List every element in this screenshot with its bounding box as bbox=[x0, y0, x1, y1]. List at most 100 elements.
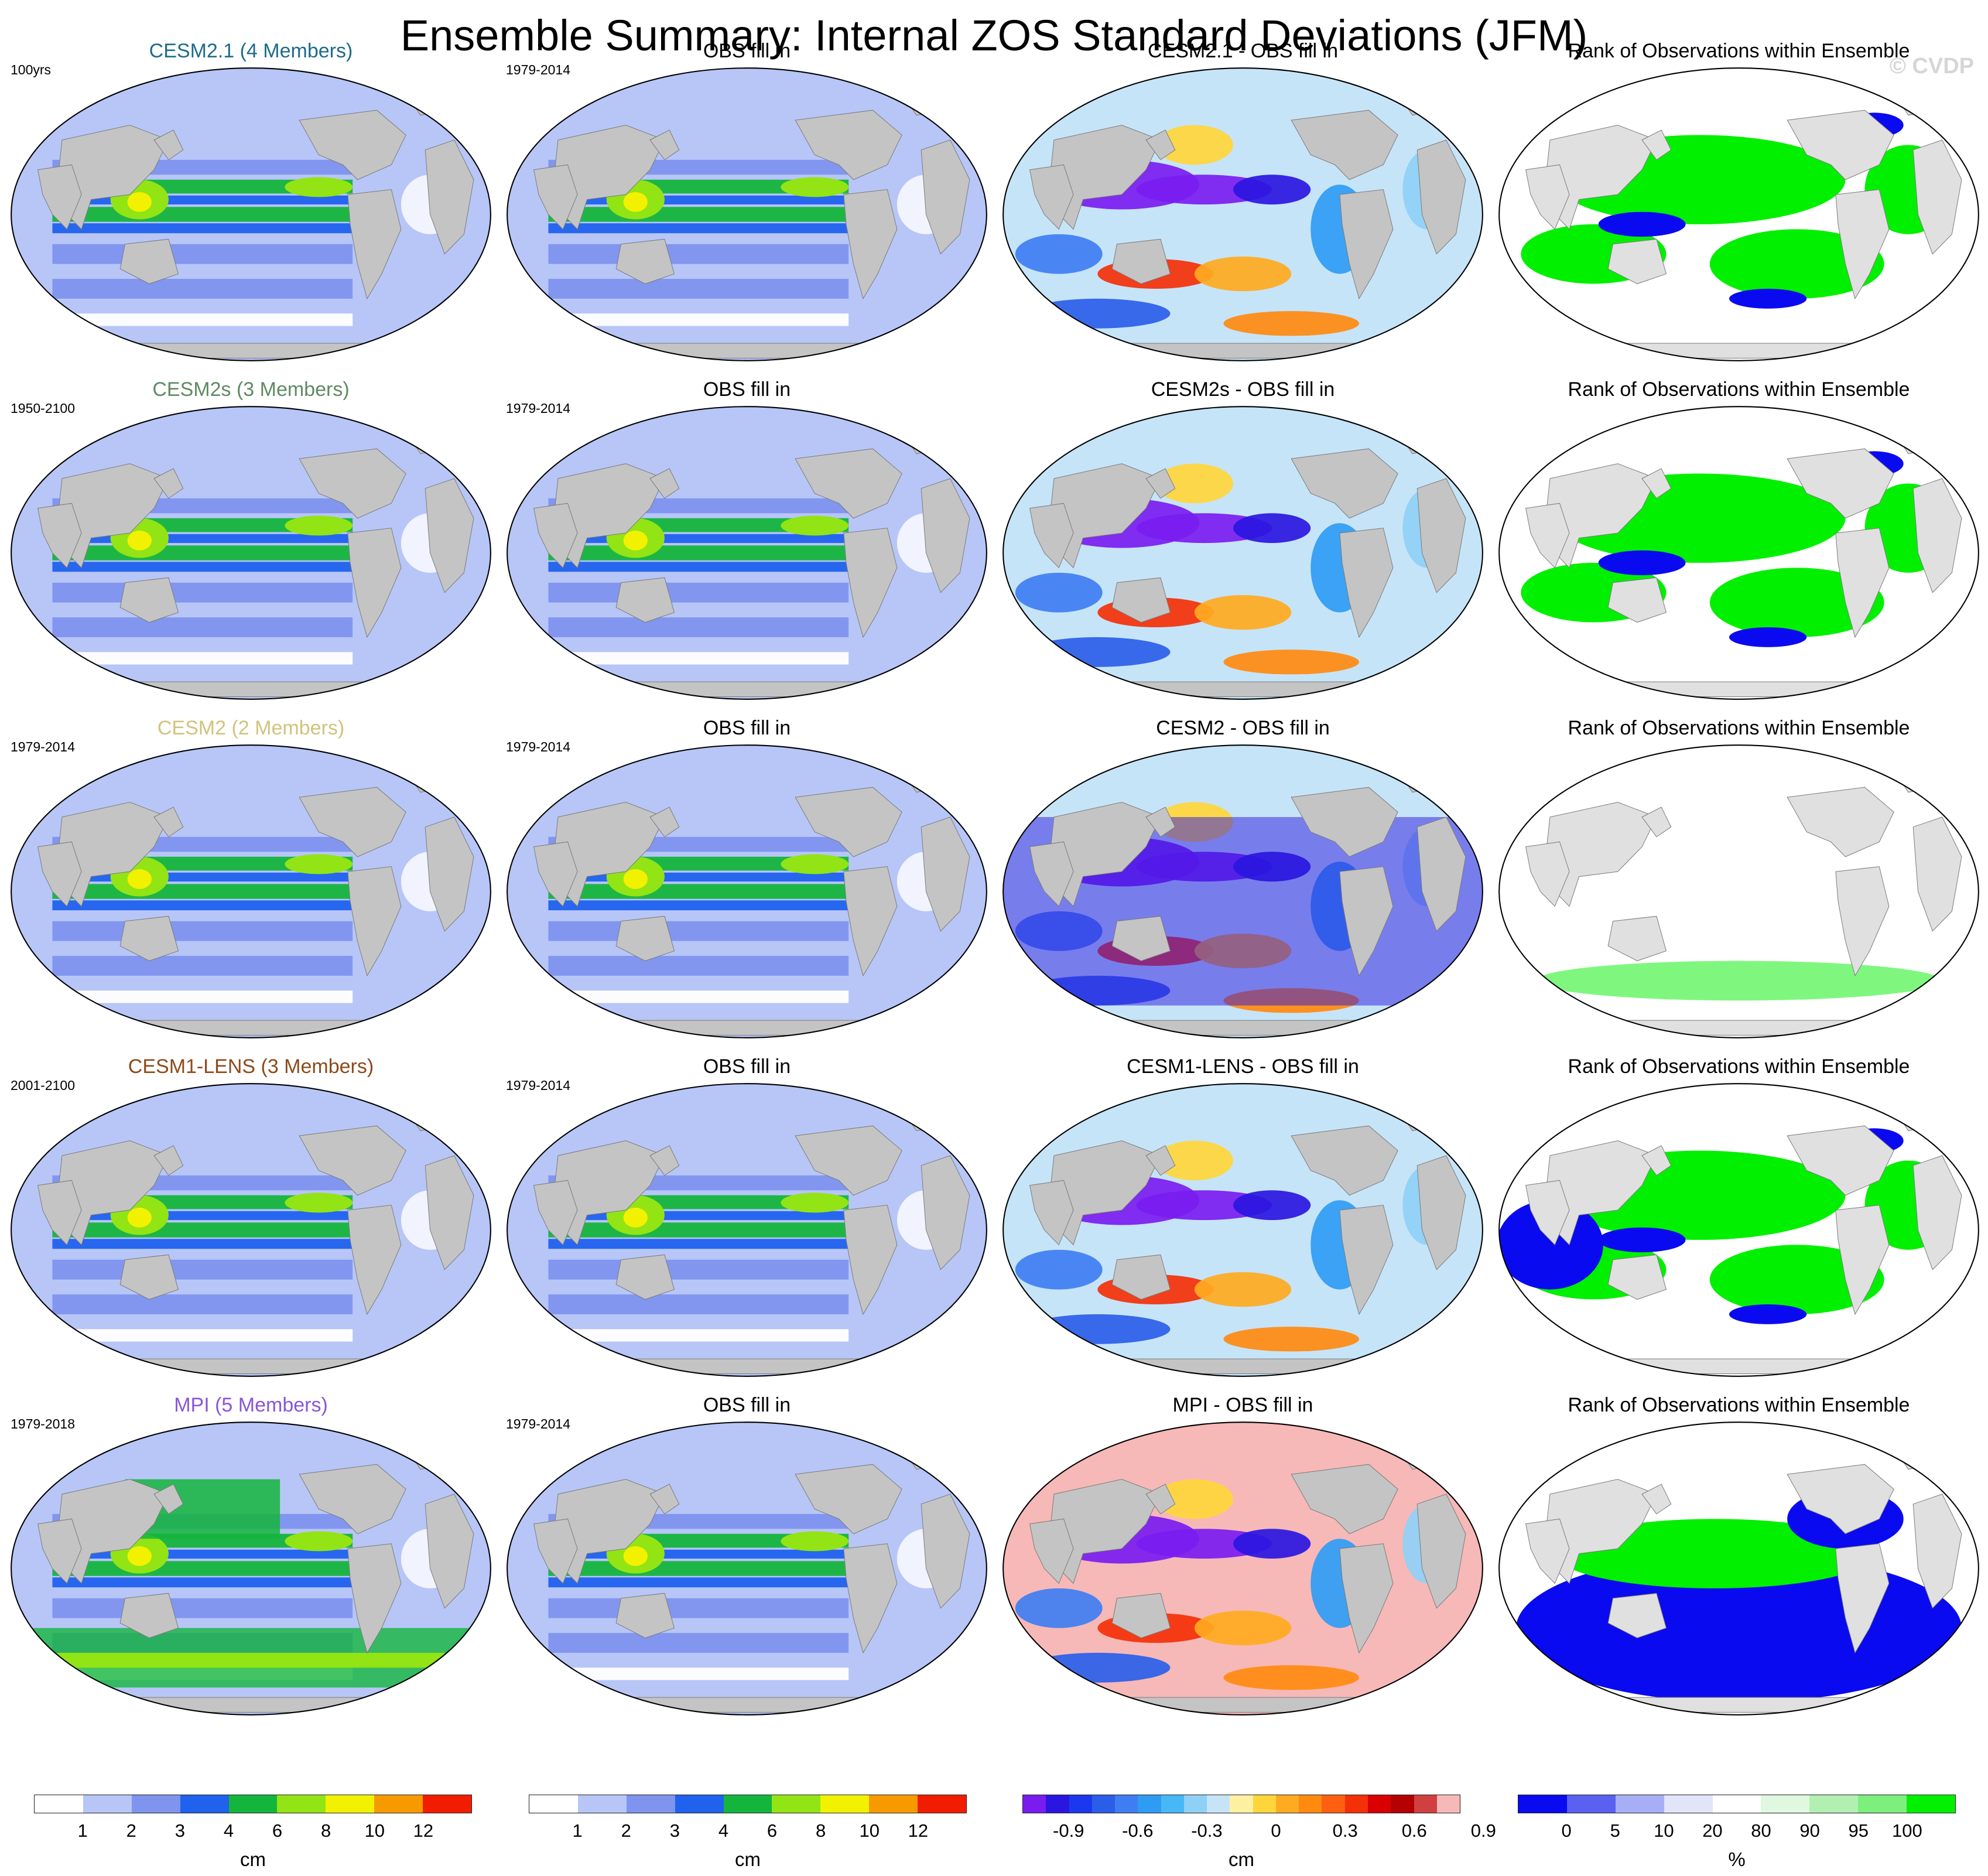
diff-panel-map bbox=[1002, 406, 1483, 700]
land-mass bbox=[425, 816, 474, 932]
land-mass bbox=[1291, 110, 1398, 180]
land-mass bbox=[1607, 1593, 1667, 1639]
colorbar-tick-label: 0 bbox=[1271, 1820, 1281, 1841]
land-mass bbox=[843, 189, 898, 300]
diff-panel-map bbox=[1002, 67, 1483, 361]
obs-period-label: 1979-2014 bbox=[506, 1416, 570, 1431]
land-mass bbox=[1111, 915, 1171, 962]
colorbar-swatch bbox=[1115, 1795, 1138, 1813]
land-mass bbox=[1912, 478, 1962, 593]
land-mass bbox=[119, 238, 179, 285]
land-mass bbox=[37, 1180, 82, 1246]
obs-period-label: 1979-2014 bbox=[506, 1078, 570, 1093]
diff-panel-title: CESM2.1 - OBS fill in bbox=[1148, 40, 1338, 62]
land-mass bbox=[153, 129, 184, 160]
colorbar-tick-label: -0.3 bbox=[1191, 1820, 1223, 1841]
land-mass bbox=[1525, 1180, 1570, 1246]
land-mass bbox=[425, 139, 474, 255]
model-period-label: 1950-2100 bbox=[11, 401, 75, 416]
land-mass bbox=[615, 238, 675, 285]
land-mass bbox=[795, 448, 902, 519]
land-mass bbox=[299, 1125, 406, 1196]
colorbar-4 bbox=[1518, 1795, 1956, 1813]
colorbar-swatch bbox=[326, 1795, 375, 1813]
model-panel-map bbox=[11, 406, 491, 700]
land-mass bbox=[299, 448, 406, 519]
land-mass bbox=[1339, 528, 1394, 638]
rank-panel-map bbox=[1498, 1421, 1979, 1716]
colorbar-swatch bbox=[1275, 1795, 1299, 1813]
land-mass bbox=[615, 1593, 675, 1639]
colorbar-swatch bbox=[723, 1795, 772, 1813]
obs-period-label: 1979-2014 bbox=[506, 62, 570, 77]
colorbar-swatch bbox=[1761, 1795, 1810, 1813]
model-panel-map bbox=[11, 1083, 491, 1377]
colorbar-swatch bbox=[1322, 1795, 1345, 1813]
land-mass bbox=[615, 577, 675, 623]
colorbar-tick-label: 2 bbox=[621, 1820, 631, 1841]
colorbar-swatch bbox=[1207, 1795, 1230, 1813]
land-mass bbox=[533, 503, 578, 569]
colorbar-1 bbox=[34, 1795, 472, 1813]
obs-panel-title: OBS fill in bbox=[703, 378, 791, 401]
land-mass bbox=[649, 807, 680, 838]
obs-panel-title: OBS fill in bbox=[703, 1394, 791, 1416]
colorbar-swatch bbox=[820, 1795, 870, 1813]
obs-panel-map bbox=[507, 67, 987, 361]
rank-panel-title: Rank of Observations within Ensemble bbox=[1568, 1055, 1910, 1078]
land-mass bbox=[1641, 468, 1672, 499]
colorbar-swatch bbox=[1907, 1795, 1956, 1813]
colorbar-2 bbox=[529, 1795, 967, 1813]
land-mass bbox=[921, 1155, 970, 1270]
land-mass bbox=[533, 164, 578, 230]
colorbar-tick-label: 6 bbox=[272, 1820, 283, 1841]
land-mass bbox=[795, 1464, 902, 1535]
colorbar-swatch bbox=[131, 1795, 180, 1813]
land-mass bbox=[1525, 164, 1570, 230]
colorbar-swatch bbox=[35, 1795, 83, 1813]
land-mass bbox=[1291, 1125, 1398, 1196]
land-mass bbox=[615, 1254, 675, 1300]
colorbar-swatch bbox=[1391, 1795, 1414, 1813]
land-mass bbox=[119, 915, 179, 962]
land-mass bbox=[153, 1145, 184, 1176]
land-mass bbox=[1641, 807, 1672, 838]
colorbar-tick-label: 90 bbox=[1799, 1820, 1820, 1841]
land-mass bbox=[1641, 129, 1672, 160]
land-mass bbox=[1835, 189, 1890, 300]
land-mass bbox=[425, 1494, 474, 1609]
colorbar-tick-label: 0.6 bbox=[1401, 1820, 1427, 1841]
cvdp-watermark: © CVDP bbox=[1889, 54, 1974, 78]
land-mass bbox=[921, 816, 970, 932]
colorbar-swatch bbox=[1712, 1795, 1761, 1813]
land-mass bbox=[1029, 1180, 1074, 1246]
colorbar-tick-label: 4 bbox=[223, 1820, 234, 1841]
land-mass bbox=[1835, 1543, 1890, 1654]
colorbar-swatch bbox=[1367, 1795, 1391, 1813]
rank-panel-map bbox=[1498, 406, 1979, 700]
colorbar-tick-label: 10 bbox=[859, 1820, 880, 1841]
colorbar-tick-label: 1 bbox=[572, 1820, 583, 1841]
land-mass bbox=[119, 577, 179, 623]
land-mass bbox=[533, 1518, 578, 1584]
land-mass bbox=[1525, 503, 1570, 569]
land-mass bbox=[1835, 528, 1890, 638]
land-mass bbox=[1111, 1593, 1171, 1639]
land-mass bbox=[37, 841, 82, 907]
land-mass bbox=[347, 1543, 402, 1654]
colorbar-swatch bbox=[423, 1795, 472, 1813]
land-mass bbox=[1291, 787, 1398, 857]
colorbar-swatch bbox=[1809, 1795, 1859, 1813]
colorbar-swatch bbox=[83, 1795, 132, 1813]
colorbar-swatch bbox=[1299, 1795, 1322, 1813]
land-mass bbox=[1787, 1125, 1894, 1196]
land-mass bbox=[843, 866, 898, 977]
colorbar-swatch bbox=[1518, 1795, 1567, 1813]
colorbar-tick-label: 10 bbox=[364, 1820, 385, 1841]
colorbar-tick-label: 100 bbox=[1892, 1820, 1922, 1841]
land-mass bbox=[153, 807, 184, 838]
colorbar-swatch bbox=[918, 1795, 967, 1813]
land-mass bbox=[1912, 1155, 1962, 1270]
land-mass bbox=[1111, 238, 1171, 285]
colorbar-tick-label: -0.9 bbox=[1053, 1820, 1084, 1841]
